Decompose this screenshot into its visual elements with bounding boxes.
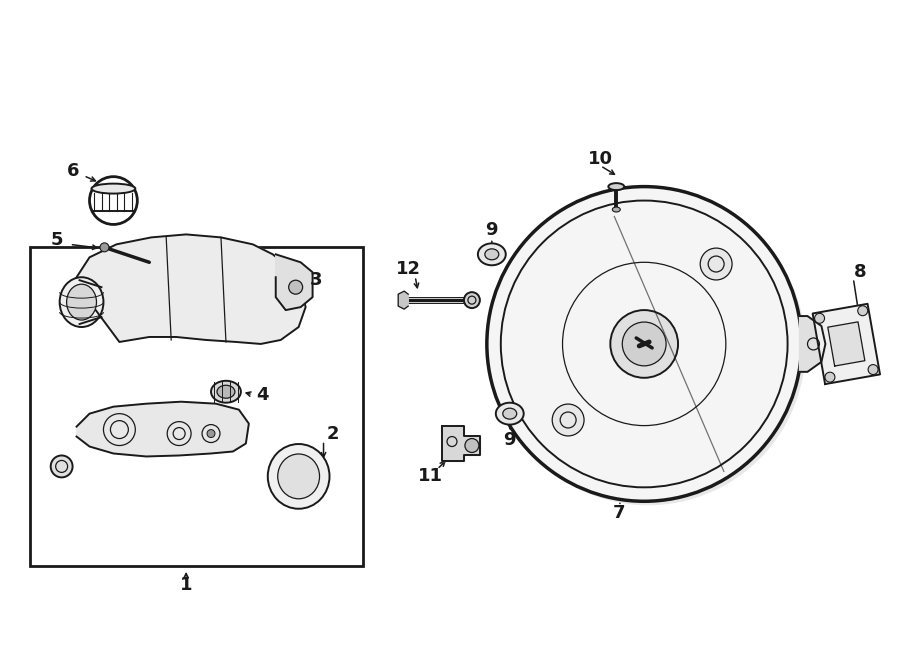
Text: 4: 4 bbox=[256, 386, 269, 404]
Polygon shape bbox=[813, 304, 880, 384]
Circle shape bbox=[100, 243, 109, 252]
Ellipse shape bbox=[217, 385, 235, 399]
Ellipse shape bbox=[503, 408, 517, 419]
Circle shape bbox=[207, 430, 215, 438]
Ellipse shape bbox=[496, 402, 524, 424]
Circle shape bbox=[464, 292, 480, 308]
Polygon shape bbox=[76, 402, 248, 457]
Polygon shape bbox=[799, 316, 825, 372]
Text: 6: 6 bbox=[68, 162, 80, 179]
Circle shape bbox=[491, 191, 806, 505]
Circle shape bbox=[553, 404, 584, 436]
Ellipse shape bbox=[612, 207, 620, 212]
Polygon shape bbox=[275, 254, 312, 310]
Circle shape bbox=[610, 310, 678, 378]
Polygon shape bbox=[828, 322, 865, 366]
Text: 1: 1 bbox=[180, 576, 193, 594]
Circle shape bbox=[289, 280, 302, 294]
Ellipse shape bbox=[485, 249, 499, 260]
Circle shape bbox=[465, 438, 479, 453]
Ellipse shape bbox=[478, 244, 506, 265]
Circle shape bbox=[858, 306, 868, 316]
Bar bbox=[30, 248, 364, 566]
Circle shape bbox=[868, 365, 878, 375]
Circle shape bbox=[814, 313, 824, 323]
Text: 9: 9 bbox=[503, 430, 516, 449]
Ellipse shape bbox=[278, 454, 320, 498]
Text: 7: 7 bbox=[613, 504, 626, 522]
Polygon shape bbox=[442, 426, 480, 461]
Circle shape bbox=[487, 187, 802, 501]
Circle shape bbox=[825, 372, 835, 382]
Polygon shape bbox=[398, 291, 409, 309]
Circle shape bbox=[700, 248, 732, 280]
Text: 2: 2 bbox=[326, 424, 338, 443]
Ellipse shape bbox=[268, 444, 329, 509]
Text: 3: 3 bbox=[310, 271, 322, 289]
Circle shape bbox=[50, 455, 73, 477]
Polygon shape bbox=[76, 234, 306, 344]
Text: 10: 10 bbox=[588, 150, 613, 167]
Text: 11: 11 bbox=[418, 467, 443, 485]
Ellipse shape bbox=[67, 284, 96, 320]
Ellipse shape bbox=[211, 381, 241, 402]
Text: 8: 8 bbox=[854, 263, 867, 281]
Ellipse shape bbox=[92, 183, 135, 193]
Text: 5: 5 bbox=[50, 232, 63, 250]
Text: 12: 12 bbox=[396, 260, 420, 278]
Circle shape bbox=[622, 322, 666, 366]
Ellipse shape bbox=[608, 183, 625, 190]
Text: 9: 9 bbox=[486, 221, 498, 240]
Ellipse shape bbox=[59, 277, 104, 327]
